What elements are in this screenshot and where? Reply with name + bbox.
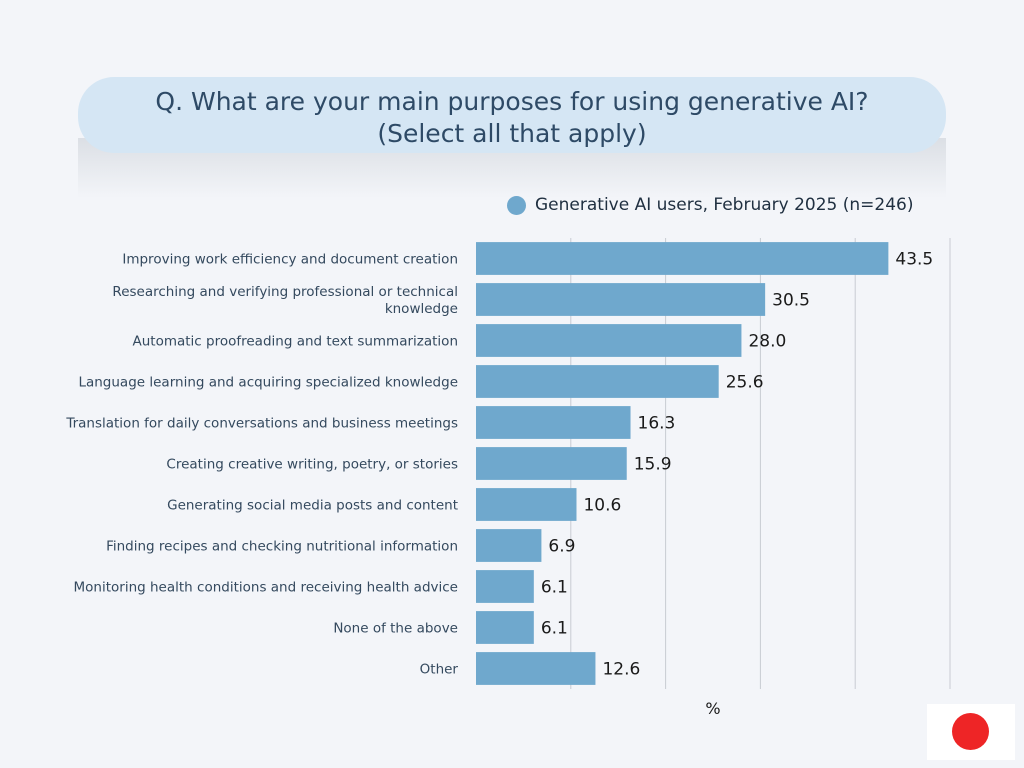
x-axis-label: % [705,699,720,718]
value-label: 30.5 [772,291,810,311]
bar [476,611,534,644]
chart-legend: Generative AI users, February 2025 (n=24… [507,193,914,217]
bar [476,570,534,603]
category-label: Generating social media posts and conten… [167,498,458,514]
category-label: Other [420,662,459,678]
category-label: Researching and verifying professional o… [112,284,458,300]
legend-label: Generative AI users, February 2025 (n=24… [535,195,914,215]
category-label: Automatic proofreading and text summariz… [133,334,459,350]
question-title-line-2: (Select all that apply) [377,119,647,148]
legend-dot-icon [507,195,526,215]
bar [476,406,631,439]
category-label: Translation for daily conversations and … [65,416,458,432]
value-label: 6.9 [548,537,575,557]
bar [476,447,627,480]
bar [476,365,719,398]
japan-flag-icon [927,704,1015,760]
value-label: 43.5 [895,250,933,270]
category-label: Finding recipes and checking nutritional… [106,539,458,555]
value-label: 6.1 [541,619,568,639]
value-label: 28.0 [748,332,786,352]
category-label: Language learning and acquiring speciali… [78,375,458,391]
category-label: Creating creative writing, poetry, or st… [166,457,458,473]
value-label: 16.3 [638,414,676,434]
value-label: 15.9 [634,455,672,475]
value-label: 10.6 [583,496,621,516]
value-label: 12.6 [602,660,640,680]
category-label: Improving work efficiency and document c… [122,252,458,268]
question-title-box: Q. What are your main purposes for using… [78,77,946,153]
bar [476,529,542,562]
bar [476,488,577,521]
bar [476,324,742,357]
bar [476,652,596,685]
value-label: 6.1 [541,578,568,598]
bar [476,283,766,316]
value-label: 25.6 [726,373,764,393]
category-label: None of the above [333,621,458,637]
category-label: knowledge [385,301,458,317]
japan-flag-circle [952,713,989,750]
question-title-line-1: Q. What are your main purposes for using… [155,87,869,116]
bar [476,242,889,275]
category-label: Monitoring health conditions and receivi… [74,580,458,596]
